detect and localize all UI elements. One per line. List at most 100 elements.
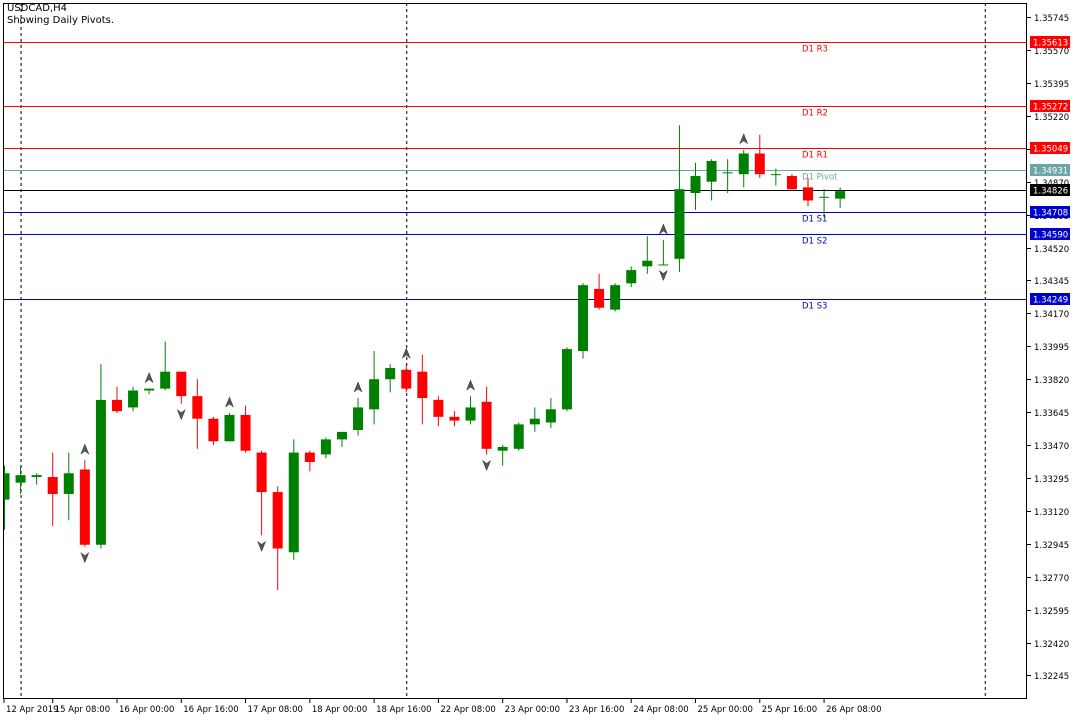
candle-body[interactable] xyxy=(240,414,251,451)
candle-body[interactable] xyxy=(658,264,669,266)
candle-body[interactable] xyxy=(449,416,460,421)
candle-body[interactable] xyxy=(176,371,187,397)
candle-body[interactable] xyxy=(465,407,476,421)
fractal-down-arrow-icon xyxy=(80,551,90,564)
y-axis-tick-label: 1.32945 xyxy=(1034,541,1069,551)
pivot-level-label: D1 R2 xyxy=(802,109,828,119)
candle-body[interactable] xyxy=(417,371,428,399)
y-axis-tick-label: 1.32595 xyxy=(1034,607,1069,617)
y-axis-tick-label: 1.33820 xyxy=(1034,376,1069,386)
fractal-down-arrow-icon xyxy=(658,269,668,282)
pivot-price-tag-label: 1.35613 xyxy=(1033,39,1068,49)
candle-body[interactable] xyxy=(320,439,331,455)
pivot-level-label: D1 S3 xyxy=(802,302,827,312)
pivot-price-tag xyxy=(1030,206,1070,218)
candle-body[interactable] xyxy=(674,189,685,259)
candle-body[interactable] xyxy=(401,369,412,389)
candle-body[interactable] xyxy=(626,270,637,284)
candle-body[interactable] xyxy=(192,396,203,419)
candle-body[interactable] xyxy=(835,191,846,199)
pivot-price-tag-label: 1.35049 xyxy=(1033,145,1068,155)
candle-body[interactable] xyxy=(529,418,540,425)
candle-body[interactable] xyxy=(208,418,219,442)
pivot-level-label: D1 R1 xyxy=(802,151,828,161)
candle-body[interactable] xyxy=(642,260,653,267)
candle-body[interactable] xyxy=(770,174,781,176)
y-axis-tick-label: 1.33120 xyxy=(1034,508,1069,518)
candle-body[interactable] xyxy=(819,196,830,198)
candle-body[interactable] xyxy=(722,172,733,174)
candle-body[interactable] xyxy=(786,176,797,190)
y-axis-tick-label: 1.32245 xyxy=(1034,672,1069,682)
candle-body[interactable] xyxy=(754,153,765,175)
candle-body[interactable] xyxy=(578,285,589,351)
candle-body[interactable] xyxy=(497,446,508,451)
candle-body[interactable] xyxy=(545,409,556,423)
candle-body[interactable] xyxy=(304,452,315,462)
chart-frame xyxy=(3,3,1027,699)
pivot-price-tag-label: 1.35272 xyxy=(1033,103,1068,113)
y-axis-tick-label: 1.33995 xyxy=(1034,343,1069,353)
candle-body[interactable] xyxy=(31,475,42,478)
plot-area xyxy=(0,3,1027,699)
y-axis-tick-label: 1.35395 xyxy=(1034,80,1069,90)
candle-body[interactable] xyxy=(513,424,524,449)
x-axis-tick-label: 16 Apr 16:00 xyxy=(183,705,238,715)
candle-body[interactable] xyxy=(336,431,347,440)
y-axis-tick-label: 1.33295 xyxy=(1034,475,1069,485)
pivot-price-tag xyxy=(1030,228,1070,240)
fractal-up-arrow-icon xyxy=(80,443,90,455)
candle-body[interactable] xyxy=(369,379,380,410)
fractal-down-arrow-icon xyxy=(176,408,186,421)
x-axis-tick-label: 18 Apr 16:00 xyxy=(376,705,431,715)
candle-body[interactable] xyxy=(47,477,58,494)
fractal-up-arrow-icon xyxy=(739,133,749,145)
pivot-level-label: D1 Pivot xyxy=(802,173,838,183)
x-axis-tick-label: 24 Apr 08:00 xyxy=(633,705,688,715)
pivot-price-tag-label: 1.34249 xyxy=(1033,296,1068,306)
y-axis-tick-label: 1.32420 xyxy=(1034,640,1069,650)
candle-body[interactable] xyxy=(0,473,10,500)
fractal-up-arrow-icon xyxy=(401,347,411,359)
pivot-price-tag xyxy=(1030,142,1070,154)
candle-body[interactable] xyxy=(15,475,26,483)
candle-body[interactable] xyxy=(272,492,283,549)
candle-body[interactable] xyxy=(433,399,444,417)
fractal-up-arrow-icon xyxy=(353,381,363,393)
candle-body[interactable] xyxy=(481,401,492,449)
candle-body[interactable] xyxy=(353,407,364,431)
x-axis-tick-label: 25 Apr 00:00 xyxy=(698,705,753,715)
pivot-price-tag xyxy=(1030,100,1070,112)
fractal-up-arrow-icon xyxy=(224,396,235,408)
pivot-price-tag-label: 1.34590 xyxy=(1033,231,1068,241)
y-axis-tick-label: 1.35220 xyxy=(1034,113,1069,123)
candle-body[interactable] xyxy=(160,371,171,389)
y-axis-tick-label: 1.34170 xyxy=(1034,310,1069,320)
candle-body[interactable] xyxy=(610,285,621,310)
candle-body[interactable] xyxy=(63,473,74,494)
pivot-price-tag xyxy=(1030,293,1070,305)
candle-body[interactable] xyxy=(256,452,267,493)
x-axis-tick-label: 15 Apr 08:00 xyxy=(55,705,110,715)
candle-body[interactable] xyxy=(594,288,605,308)
candle-body[interactable] xyxy=(803,187,813,201)
candle-body[interactable] xyxy=(690,176,701,193)
fractal-up-arrow-icon xyxy=(465,379,476,391)
current-price-tag-label: 1.34826 xyxy=(1033,187,1068,197)
pivot-price-tag-label: 1.34931 xyxy=(1033,167,1068,177)
candle-body[interactable] xyxy=(128,390,139,408)
x-axis-tick-label: 25 Apr 16:00 xyxy=(762,705,817,715)
candle-body[interactable] xyxy=(288,452,299,553)
candle-body[interactable] xyxy=(385,367,396,380)
candle-body[interactable] xyxy=(706,161,717,182)
y-axis-tick-label: 1.35570 xyxy=(1034,47,1069,57)
pivot-level-label: D1 R3 xyxy=(802,45,828,55)
candle-body[interactable] xyxy=(95,399,106,545)
candle-body[interactable] xyxy=(144,388,155,391)
candle-body[interactable] xyxy=(224,414,235,442)
candle-body[interactable] xyxy=(561,349,572,410)
candle-body[interactable] xyxy=(111,399,122,412)
candle-body[interactable] xyxy=(79,469,90,545)
candle-body[interactable] xyxy=(738,153,749,175)
